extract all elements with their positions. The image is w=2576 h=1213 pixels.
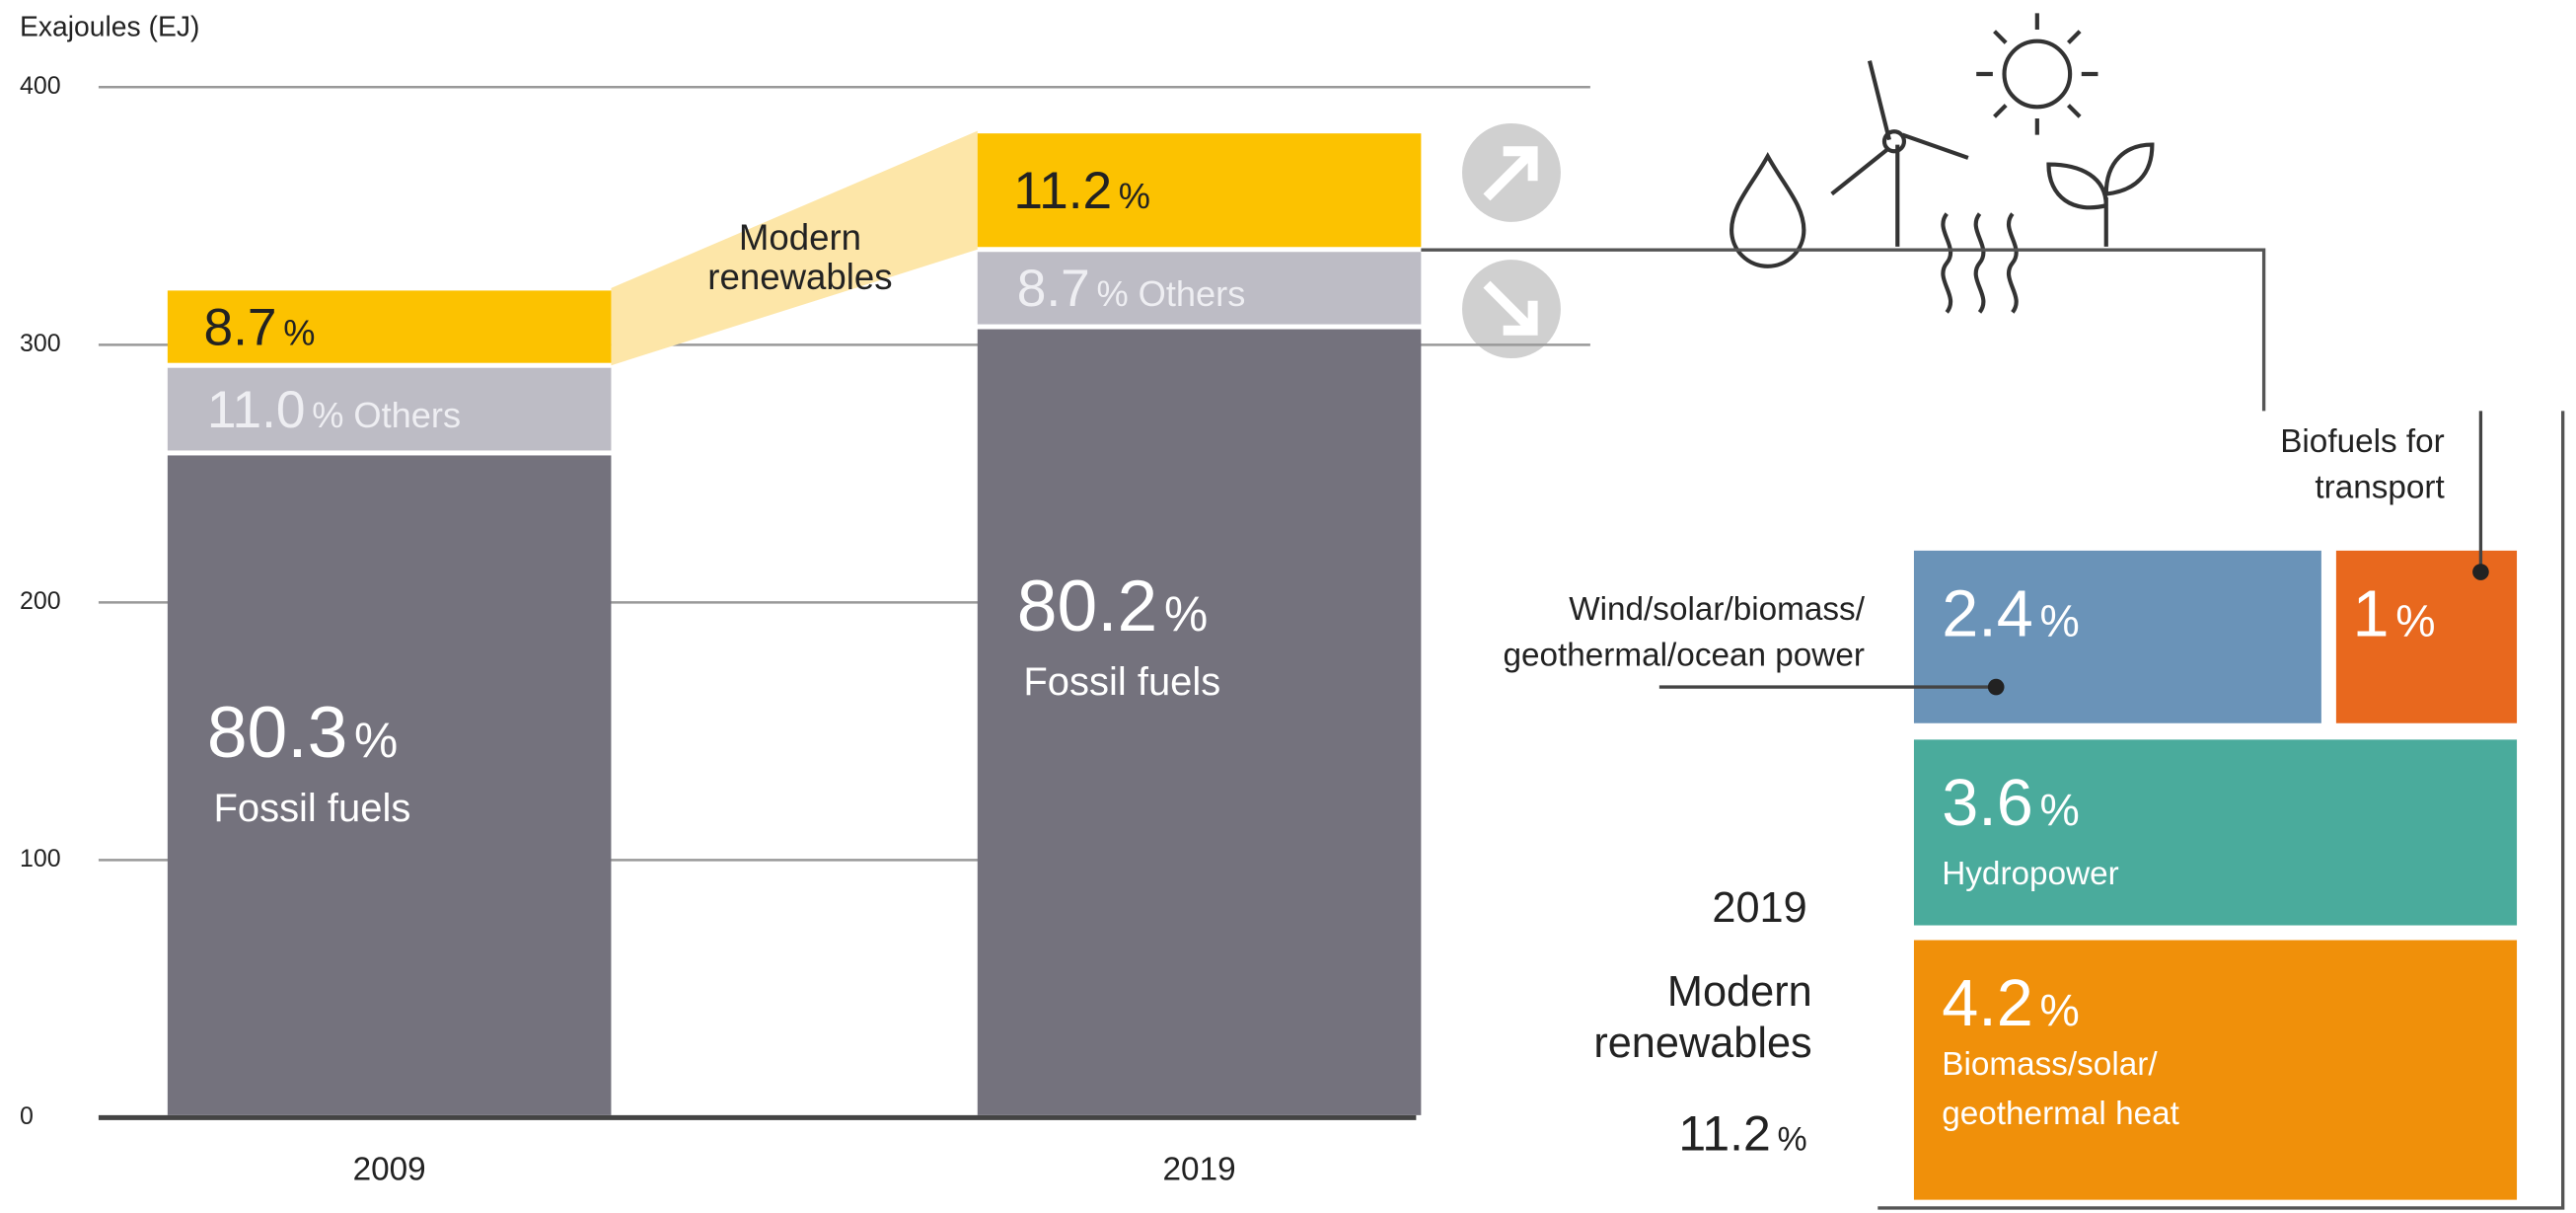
- leader-dot: [2472, 564, 2489, 580]
- share-label: 1%: [2353, 577, 2436, 650]
- share-unit: %: [2395, 595, 2435, 645]
- breakdown-label: Biofuels for: [2280, 423, 2445, 460]
- connector: [1421, 248, 2266, 412]
- segment-name: Fossil fuels: [1023, 660, 1220, 704]
- breakdown-label: geothermal heat: [1942, 1096, 2179, 1132]
- share-value: 11.2: [1678, 1106, 1771, 1162]
- breakdown-label: Hydropower: [1942, 856, 2119, 892]
- share-value: 80.2: [1017, 566, 1158, 646]
- breakdown-box: [1913, 940, 2518, 1200]
- share-value: 8.7: [203, 298, 276, 356]
- segment-name: Fossil fuels: [213, 787, 410, 830]
- share-label: 11.2%: [1013, 162, 1150, 220]
- breakdown-year: 2019: [1712, 884, 1806, 932]
- breakdown-title: Modern: [1667, 968, 1812, 1016]
- share-label: 8.7% Others: [1017, 260, 1246, 318]
- y-tick-label: 100: [20, 845, 61, 872]
- share-label: 80.2%: [1017, 566, 1209, 646]
- share-label: 11.2%: [1678, 1106, 1806, 1162]
- share-label: 11.0% Others: [207, 381, 461, 439]
- bar-segment: [167, 290, 612, 363]
- share-label: 3.6%: [1942, 767, 2080, 840]
- annotation: renewables: [707, 257, 892, 297]
- breakdown-label: transport: [2315, 470, 2444, 506]
- icons: [1462, 13, 2155, 359]
- share-unit: %: [2039, 985, 2079, 1035]
- annotation: Modern: [739, 217, 861, 258]
- share-unit: %: [283, 312, 315, 352]
- x-tick-label: 2009: [353, 1152, 426, 1188]
- bar-segment: [167, 455, 612, 1115]
- bar-segment: [977, 252, 1422, 325]
- breakdown-box: [1913, 739, 2518, 926]
- share-value: 80.3: [207, 692, 348, 773]
- share-unit: %: [1164, 586, 1208, 642]
- share-label: 8.7%: [203, 298, 315, 356]
- breakdown-title: renewables: [1593, 1020, 1811, 1067]
- y-axis-title: Exajoules (EJ): [20, 11, 199, 42]
- share-unit: %: [1119, 176, 1150, 216]
- mask: [1418, 404, 1878, 1213]
- share-unit: %: [1777, 1121, 1806, 1159]
- share-value: 8.7: [1017, 260, 1090, 318]
- breakdown-label: Biomass/solar/: [1942, 1046, 2158, 1083]
- share-value: 11.0: [207, 381, 306, 439]
- share-value: 11.2: [1013, 162, 1112, 220]
- share-value: 4.2: [1942, 967, 2033, 1040]
- connector-band: [611, 130, 978, 366]
- bar-segment: [167, 367, 612, 451]
- share-unit: %: [2039, 785, 2079, 835]
- breakdown-box: [1913, 550, 2321, 723]
- share-label: 2.4%: [1942, 577, 2080, 650]
- y-tick-label: 0: [20, 1102, 34, 1130]
- segment-name: Others: [353, 395, 461, 435]
- share-unit: %: [354, 713, 398, 768]
- bar-segment: [977, 329, 1422, 1115]
- share-value: 3.6: [1942, 767, 2033, 840]
- segment-name: Others: [1139, 273, 1246, 314]
- breakdown-box: [2335, 550, 2518, 723]
- share-label: 80.3%: [207, 692, 399, 773]
- breakdown-label: geothermal/ocean power: [1503, 637, 1865, 673]
- share-unit: %: [1096, 273, 1128, 314]
- share-value: 1: [2353, 577, 2390, 650]
- leader-dot: [1987, 678, 2005, 696]
- y-tick-label: 200: [20, 587, 61, 615]
- x-tick-label: 2019: [1163, 1152, 1236, 1188]
- share-unit: %: [312, 395, 343, 435]
- share-unit: %: [2039, 595, 2079, 645]
- y-tick-label: 400: [20, 72, 61, 100]
- bar-segment: [977, 133, 1422, 248]
- y-tick-label: 300: [20, 330, 61, 357]
- breakdown-label: Wind/solar/biomass/: [1569, 591, 1866, 628]
- share-value: 2.4: [1942, 577, 2033, 650]
- share-label: 4.2%: [1942, 967, 2080, 1040]
